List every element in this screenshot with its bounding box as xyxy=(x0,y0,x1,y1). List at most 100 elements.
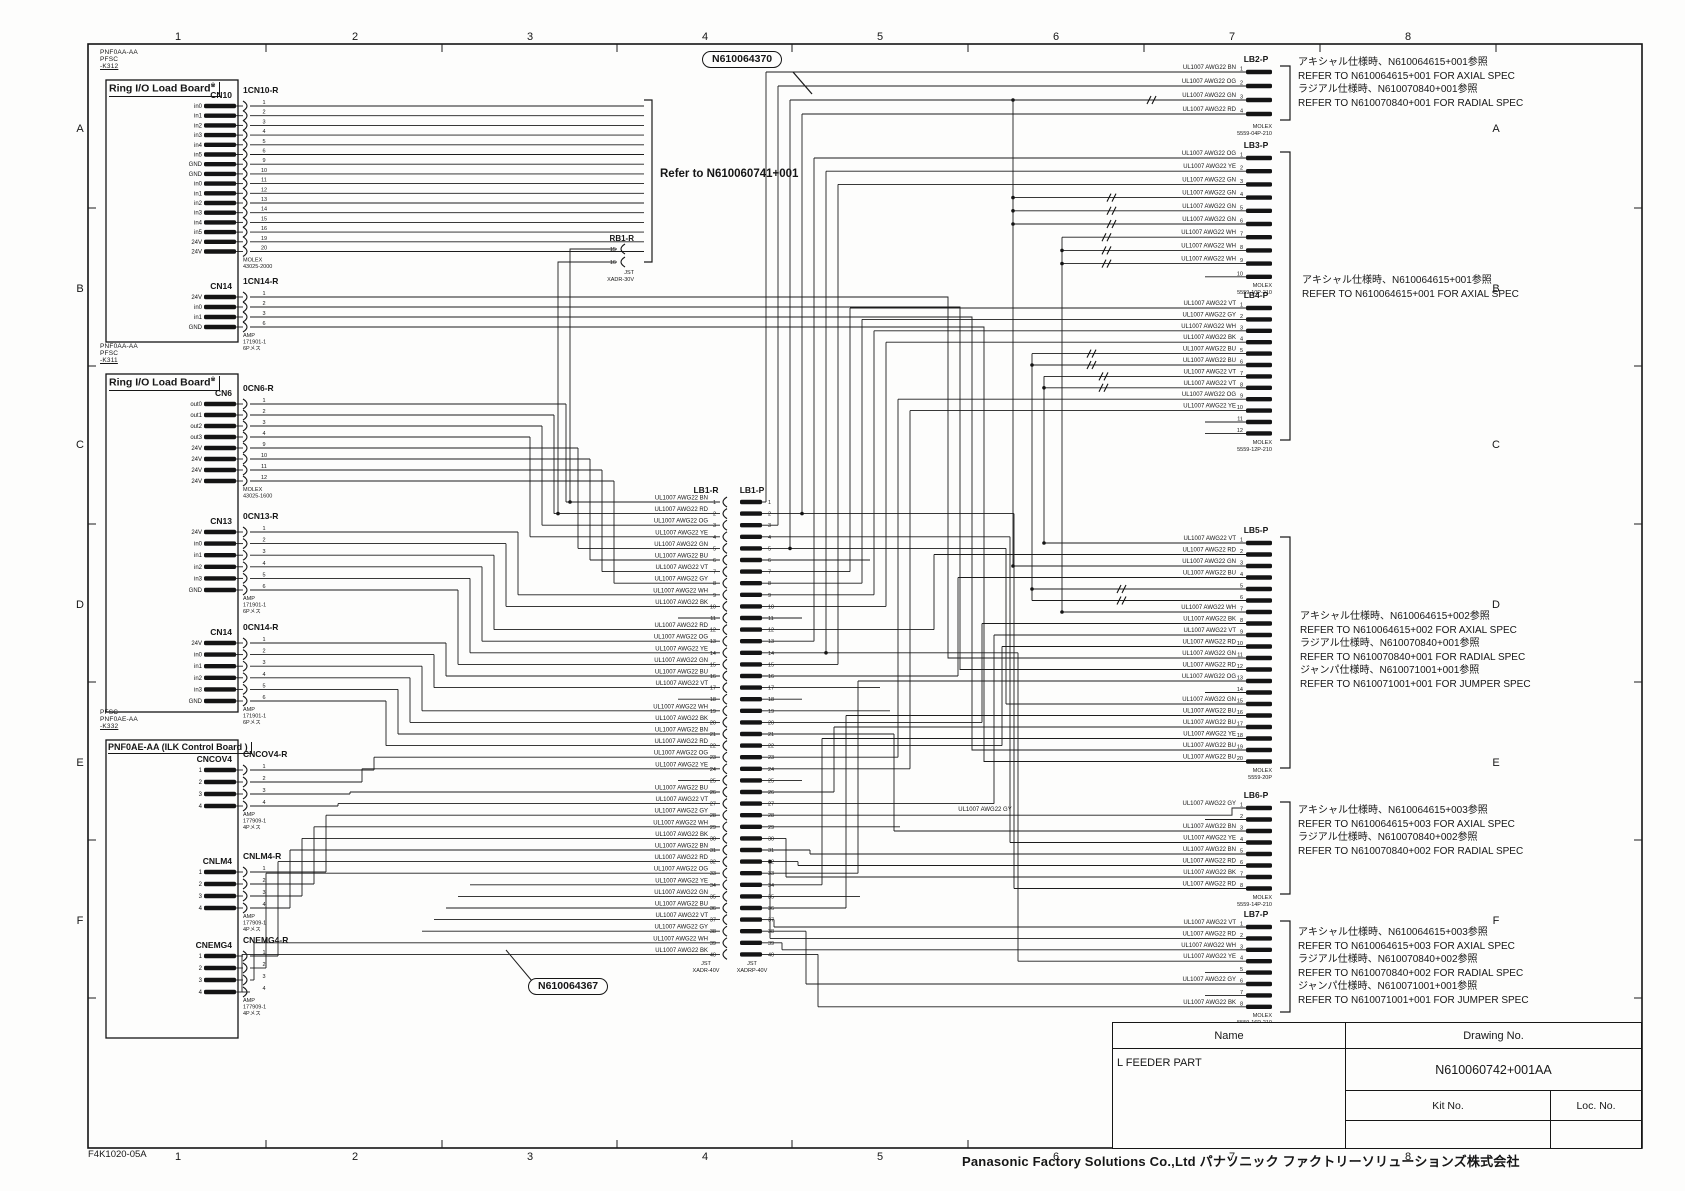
pin-number: 7 xyxy=(1240,232,1243,238)
pin-number: 4 xyxy=(262,800,265,806)
housing-label: 6Pメス xyxy=(243,719,261,726)
board-pin xyxy=(204,553,236,558)
board-pin xyxy=(204,191,236,196)
socket-contact xyxy=(722,867,728,879)
board-pin xyxy=(204,152,236,157)
housing-label: XADR-30V xyxy=(607,277,634,283)
socket-contact xyxy=(242,216,248,228)
wire-label: UL1007 AWG22 RD xyxy=(1183,931,1237,937)
board-pin-label: 4 xyxy=(199,804,203,810)
socket-contact xyxy=(722,496,728,508)
title-block-name-value: L FEEDER PART xyxy=(1113,1049,1346,1148)
pin-number: 19 xyxy=(261,236,267,242)
board-pin-label: in0 xyxy=(194,182,203,188)
plug-pin xyxy=(740,708,762,713)
socket-contact xyxy=(722,751,728,763)
board-pin xyxy=(204,881,236,887)
part-line: PNF0AA-AA xyxy=(100,49,138,56)
pin-number: 4 xyxy=(1240,572,1243,578)
wire-label: UL1007 AWG22 GN xyxy=(1182,559,1236,565)
pin-number: 1 xyxy=(262,866,265,872)
plug-pin xyxy=(1246,248,1272,253)
annotation-line: REFER TO N610070840+001 FOR RADIAL SPEC xyxy=(1300,651,1526,663)
pin-number: 13 xyxy=(710,639,716,645)
plug-pin xyxy=(1246,563,1272,569)
wire-label: UL1007 AWG22 WH xyxy=(1181,257,1236,263)
socket-contact xyxy=(242,129,248,141)
board-pin-label: GND xyxy=(189,699,203,705)
wire-label: UL1007 AWG22 BK xyxy=(655,600,708,606)
pin-number: 37 xyxy=(768,918,774,924)
annotation-bracket xyxy=(1280,801,1291,895)
wire-label: UL1007 AWG22 GY xyxy=(655,809,708,815)
pin-number: 4 xyxy=(262,129,265,135)
board-pin-label: in5 xyxy=(194,153,203,159)
pin-number: 7 xyxy=(1240,371,1243,377)
wire-label: UL1007 AWG22 BU xyxy=(655,554,708,560)
plug-pin xyxy=(740,905,762,911)
board-pin-label: in3 xyxy=(194,133,203,139)
pin-number: 14 xyxy=(261,207,267,213)
annotation-line: REFER TO N610064615+001 FOR AXIAL SPEC xyxy=(1298,70,1515,82)
pin-number: 1 xyxy=(262,764,265,770)
harness-connector-name: CNCOV4-R xyxy=(243,749,287,759)
socket-contact xyxy=(722,612,728,624)
wire-label: UL1007 AWG22 BN xyxy=(655,728,708,734)
pin-number: 8 xyxy=(1240,245,1243,251)
board-pin xyxy=(204,434,236,440)
board-pin-label: 24V xyxy=(191,479,202,485)
annotation-bracket xyxy=(1280,920,1291,1013)
pin-number: 6 xyxy=(1240,979,1243,985)
plug-pin xyxy=(1246,111,1272,117)
housing-label: 6Pメス xyxy=(243,608,261,615)
pin-number: 3 xyxy=(262,660,265,666)
wire-label: UL1007 AWG22 BU xyxy=(1183,720,1236,726)
harness-tag-bottom: N610064367 xyxy=(528,978,609,995)
plug-pin xyxy=(740,639,762,644)
pin-number: 22 xyxy=(710,744,716,750)
pin-number: 7 xyxy=(1240,607,1243,613)
board-pin xyxy=(204,953,236,959)
pin-number: 29 xyxy=(768,825,774,831)
board-pin xyxy=(204,529,236,535)
housing-label: 5559-10P-210 xyxy=(1237,290,1272,296)
board-connector-name: CNLM4 xyxy=(203,856,233,866)
pin-number: 1 xyxy=(1240,303,1243,309)
plug-pin xyxy=(740,940,762,945)
socket-contact xyxy=(242,764,248,776)
board-connector-name: CN14 xyxy=(210,281,232,291)
part-line: -K312 xyxy=(100,63,119,70)
wire-label: UL1007 AWG22 BU xyxy=(655,902,708,908)
pin-number: 36 xyxy=(768,906,774,912)
pin-number: 5 xyxy=(1240,967,1243,973)
grid-row-label: A xyxy=(1492,123,1500,135)
jumper-mark xyxy=(1101,259,1112,268)
socket-contact xyxy=(722,566,728,578)
title-block-kitno-label: Kit No. xyxy=(1346,1091,1551,1121)
board-pin xyxy=(204,113,236,118)
pin-number: 25 xyxy=(768,778,774,784)
housing-label: 43025-2000 xyxy=(243,264,272,270)
tag-pointer xyxy=(792,71,813,95)
wire xyxy=(569,248,617,502)
pin-number: 13 xyxy=(1237,676,1243,682)
pin-number: 20 xyxy=(710,720,716,726)
socket-contact xyxy=(242,139,248,151)
grid-col-label: 3 xyxy=(527,1151,533,1163)
wire xyxy=(250,306,1246,670)
socket-contact xyxy=(242,178,248,190)
plug-pin xyxy=(740,534,762,539)
pin-number: 4 xyxy=(1240,837,1243,843)
plug-pin xyxy=(740,836,762,841)
board-pin-label: in2 xyxy=(194,676,203,682)
wire-label: UL1007 AWG22 BK xyxy=(1183,335,1236,341)
housing-label: MOLEX xyxy=(1253,1013,1273,1019)
housing-label: JST xyxy=(624,270,634,276)
board-pin-label: in0 xyxy=(194,305,203,311)
pin-number: 3 xyxy=(1240,95,1243,101)
socket-contact xyxy=(722,948,728,960)
socket-contact xyxy=(722,879,728,891)
plug-pin xyxy=(740,557,762,563)
wire-label: UL1007 AWG22 GN xyxy=(1182,93,1236,99)
pin-number: 5 xyxy=(262,139,265,145)
